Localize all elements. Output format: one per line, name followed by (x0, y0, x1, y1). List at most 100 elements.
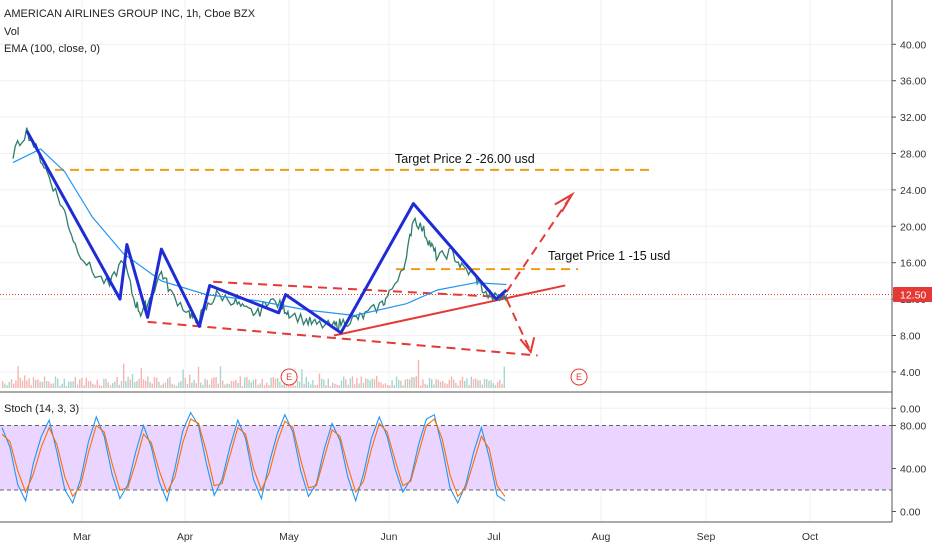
volume-bar (283, 383, 285, 388)
volume-bar (292, 381, 294, 388)
volume-bar (277, 378, 279, 388)
volume-bar (380, 382, 382, 388)
volume-bar (162, 383, 164, 388)
volume-bar (481, 384, 483, 388)
volume-bar (217, 383, 219, 388)
earnings-marker-1[interactable] (280, 368, 298, 386)
volume-bar (70, 381, 72, 388)
volume-bar (448, 380, 450, 388)
volume-bar (378, 381, 380, 388)
volume-bar (294, 385, 296, 388)
volume-bar (367, 378, 369, 388)
volume-bar (479, 380, 481, 388)
volume-bar (125, 381, 127, 388)
volume-bar (39, 381, 41, 388)
volume-bar (186, 383, 189, 388)
downside-projection-arrow (505, 298, 532, 353)
volume-bar (406, 378, 409, 388)
volume-bar (184, 377, 186, 388)
volume-bar (345, 379, 347, 388)
volume-bar (32, 377, 35, 388)
volume-bar (151, 383, 153, 388)
volume-bar (457, 385, 459, 388)
volume-bar (413, 377, 415, 388)
stoch-label[interactable]: Stoch (14, 3, 3) (4, 403, 80, 415)
series (12, 127, 508, 335)
volume-bar (433, 384, 435, 388)
volume-bar (83, 385, 85, 388)
ema-label[interactable]: EMA (100, close, 0) (4, 43, 100, 55)
volume-bar (180, 381, 182, 388)
price-line (12, 127, 508, 331)
volume-bar (68, 381, 70, 388)
y-tick-label: 28.00 (900, 149, 926, 161)
current-price-label: 12.50 (900, 290, 926, 302)
x-tick-label-may: May (279, 531, 300, 543)
symbol-title[interactable]: AMERICAN AIRLINES GROUP INC, 1h, Cboe BZ… (4, 8, 256, 20)
trend-lines (147, 191, 575, 357)
earnings-markers: E E (280, 368, 588, 386)
volume-bar (4, 383, 6, 388)
volume-bar (246, 376, 248, 388)
volume-bar (87, 381, 90, 388)
volume-bar (200, 382, 202, 388)
y-tick-label: 40.00 (900, 39, 926, 51)
volume-bar (417, 359, 420, 388)
volume-bar (266, 382, 268, 388)
volume-bar (314, 385, 316, 388)
earnings-marker-2[interactable] (570, 368, 588, 386)
volume-bar (206, 379, 208, 388)
volume-bar (222, 380, 224, 388)
volume-bar (158, 381, 160, 388)
volume-bar (503, 366, 505, 388)
volume-bar (356, 378, 358, 388)
ema-line (12, 148, 507, 317)
volume-bar (459, 380, 461, 388)
volume-bar (303, 383, 305, 388)
x-tick-label-oct: Oct (802, 531, 818, 543)
volume-bar (497, 381, 499, 388)
volume-bar (312, 380, 314, 388)
volume-bar (202, 384, 204, 388)
volume-bar (160, 385, 162, 388)
volume-bar (182, 369, 184, 388)
volume-bar (382, 384, 384, 388)
volume-bar (215, 377, 217, 388)
x-tick-label-sep: Sep (697, 531, 716, 543)
volume-bar (351, 376, 354, 388)
volume-bar (228, 383, 230, 388)
volume-bar (241, 385, 244, 388)
volume-bar (28, 378, 30, 388)
volume-bar (30, 385, 32, 388)
volume-bar (422, 379, 424, 388)
volume-bar (343, 376, 345, 388)
volume-bar (325, 385, 327, 388)
volume-bar (486, 379, 488, 388)
stoch-y-tick-label: 0.00 (900, 507, 921, 519)
volume-bar (444, 383, 446, 388)
volume-bar (129, 379, 131, 388)
volume-bar (316, 385, 318, 388)
stoch-y-tick-label: 40.00 (900, 464, 926, 476)
pattern-zigzag (25, 130, 508, 335)
volume-bar (213, 377, 215, 388)
volume-bar (21, 380, 24, 388)
volume-bar (279, 381, 281, 388)
volume-bar (252, 380, 255, 388)
stoch-series-2 (1, 418, 506, 498)
volume-bar (296, 380, 299, 388)
volume-bar (63, 378, 65, 388)
volume-bar (13, 383, 15, 388)
volume-bar (409, 379, 411, 388)
vol-label[interactable]: Vol (4, 26, 20, 38)
volume-bar (244, 377, 246, 388)
volume-bar (35, 379, 37, 388)
volume-bars (2, 359, 505, 388)
y-tick-label: 4.00 (900, 367, 921, 379)
stoch-pane (0, 411, 892, 505)
volume-bar (134, 382, 136, 388)
volume-bar (142, 379, 145, 388)
volume-bar (114, 381, 116, 388)
volume-bar (384, 383, 387, 388)
